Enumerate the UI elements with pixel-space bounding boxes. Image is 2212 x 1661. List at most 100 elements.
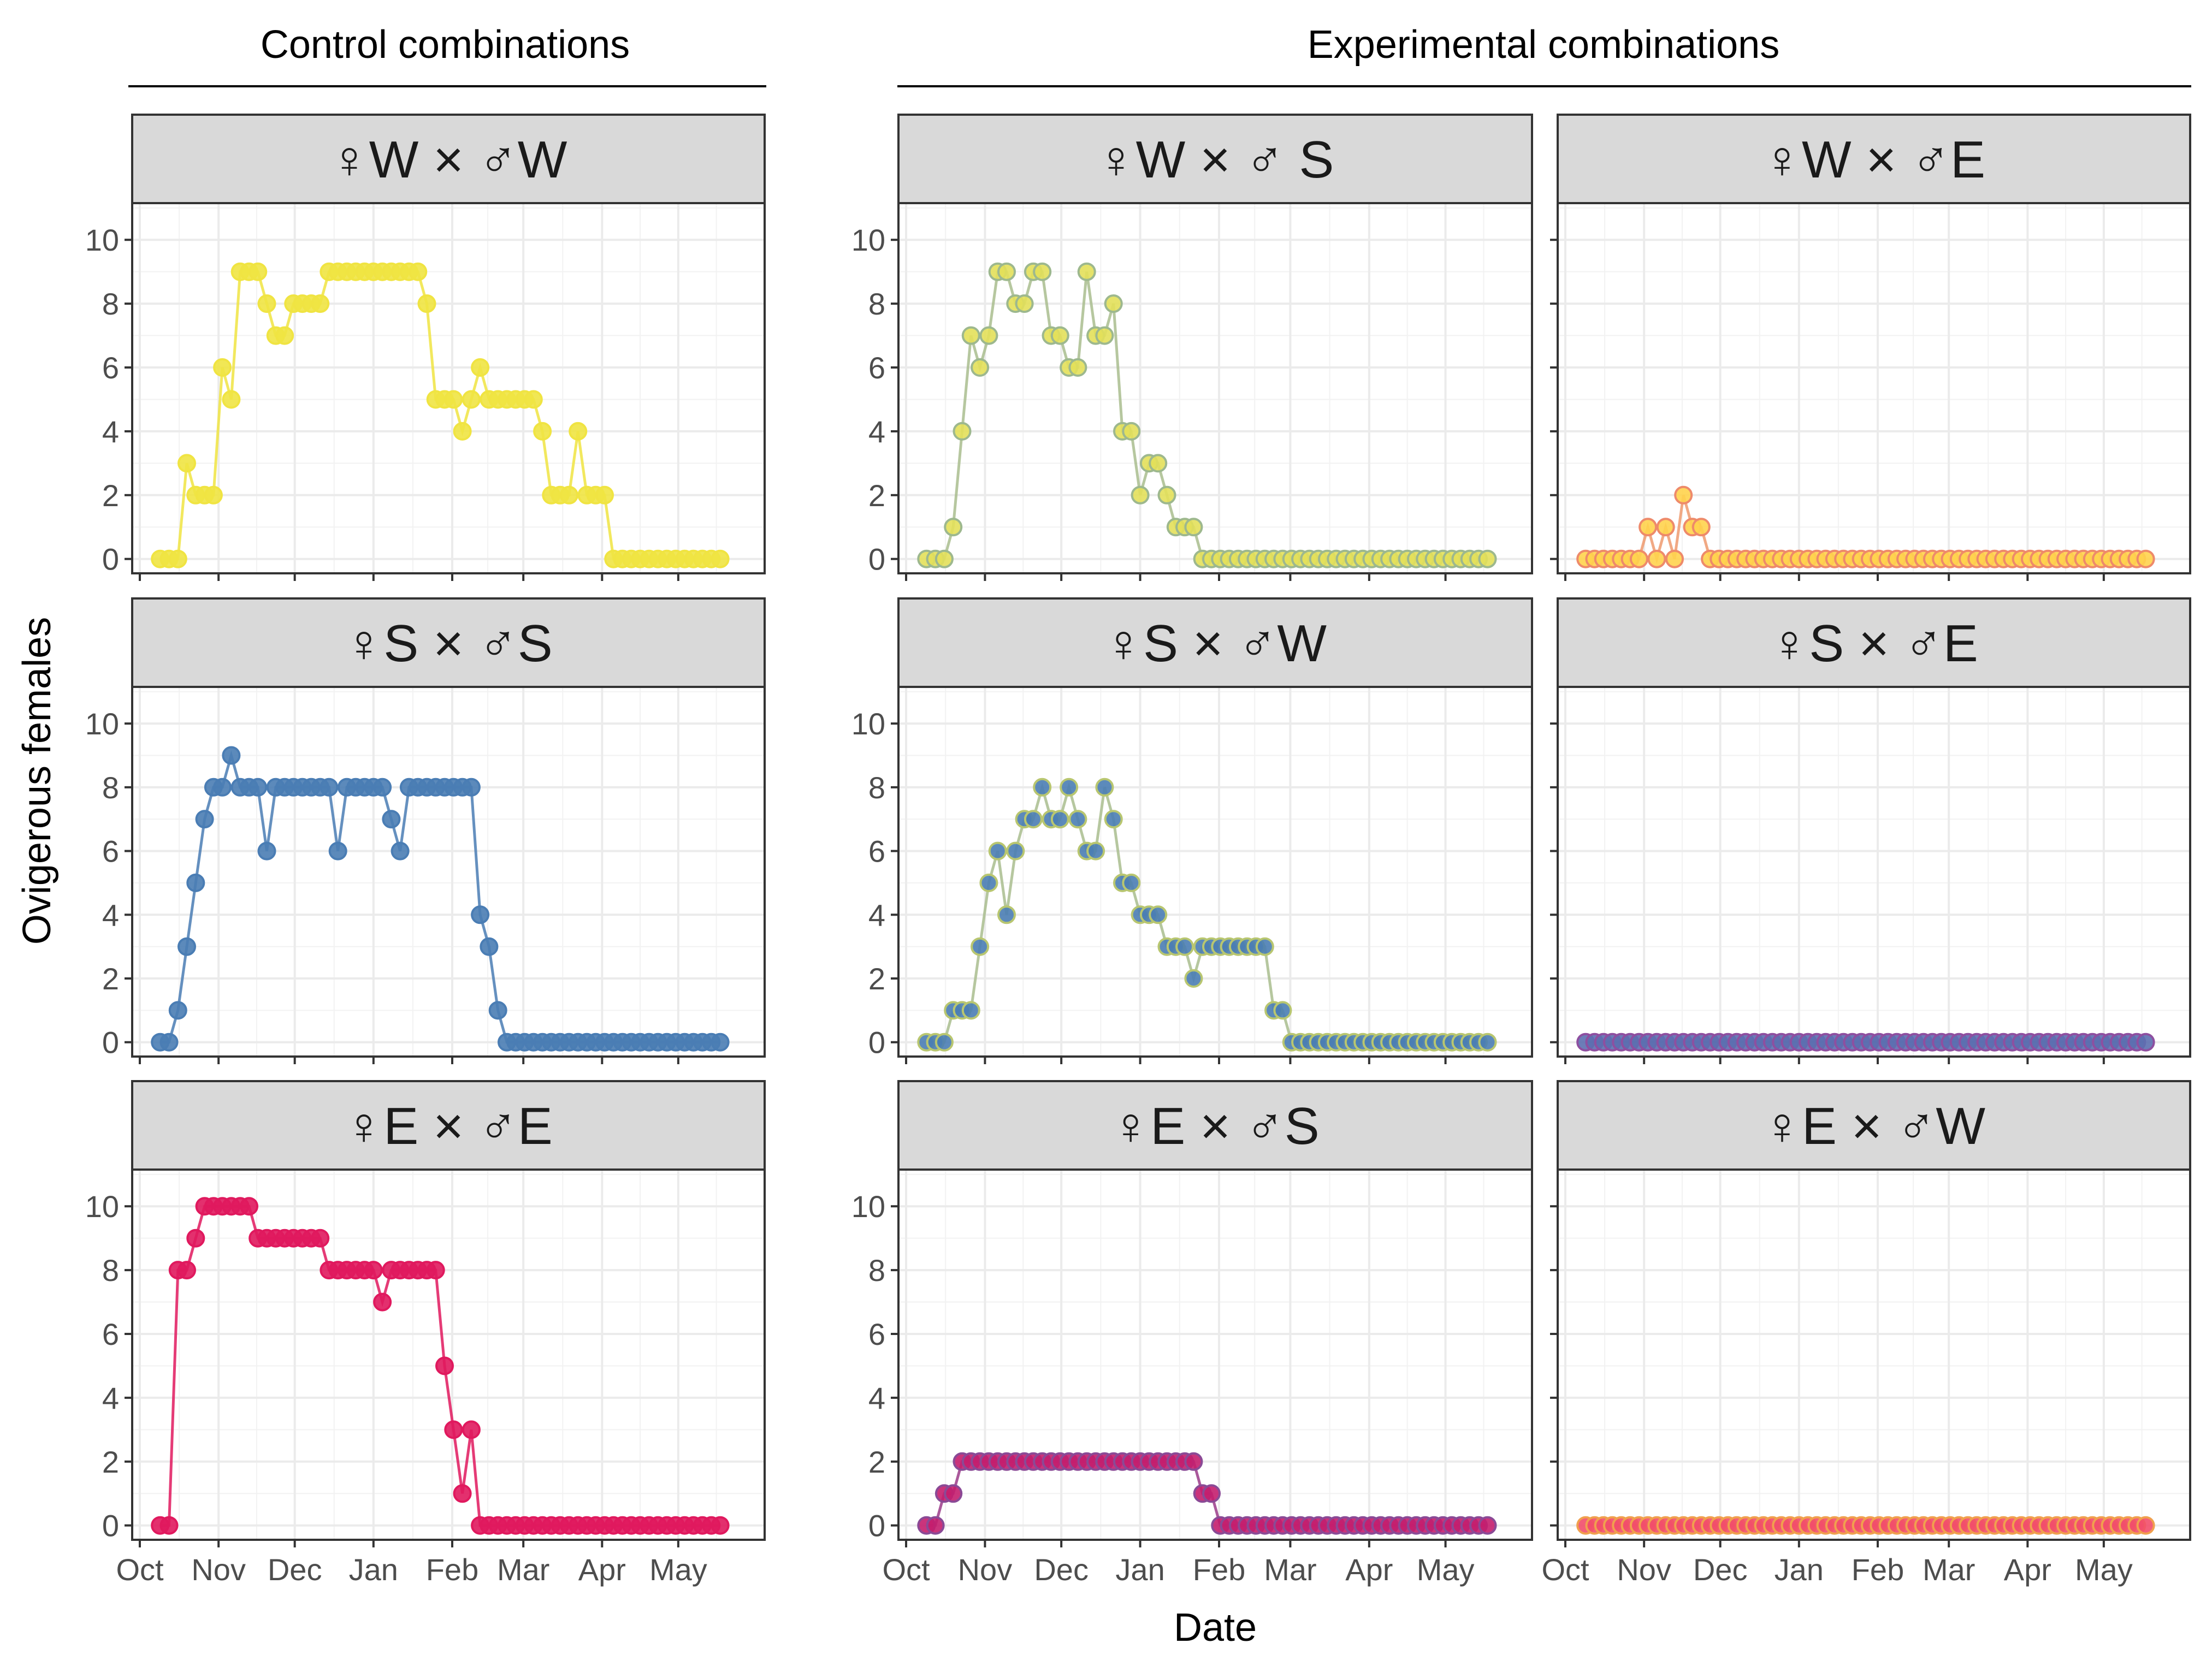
data-point [426, 1261, 445, 1280]
data-point [462, 390, 481, 409]
plot-background [132, 687, 765, 1057]
data-point [953, 422, 972, 441]
data-point [1068, 810, 1087, 829]
data-point [971, 937, 990, 956]
data-point [971, 358, 990, 377]
y-tick-label: 0 [102, 542, 119, 577]
data-point [364, 1261, 383, 1280]
data-point [257, 294, 276, 313]
data-point [1095, 326, 1114, 345]
data-point [1149, 454, 1168, 473]
data-point [391, 841, 410, 861]
y-tick-label: 2 [868, 478, 885, 513]
data-point [1629, 549, 1648, 568]
panel-strip-title: ♀S × ♂W [1104, 614, 1327, 673]
data-point [186, 1229, 205, 1248]
data-point [1068, 358, 1087, 377]
data-point [711, 1033, 730, 1052]
data-point [328, 841, 347, 861]
data-point [979, 873, 998, 892]
x-tick-label: Dec [1034, 1552, 1089, 1587]
data-point [1015, 294, 1034, 313]
panel-5: ♀S × ♂W 0 2 4 6 8 10 [851, 597, 1533, 1064]
y-tick-label: 6 [868, 834, 885, 869]
y-tick-label: 4 [868, 414, 885, 449]
data-point [569, 422, 588, 441]
panel-strip-title: ♀W × ♂ S [1097, 130, 1334, 189]
data-point [409, 262, 428, 281]
data-point [1086, 841, 1105, 861]
data-point [1104, 294, 1123, 313]
y-tick-label: 4 [102, 414, 119, 449]
y-tick-label: 10 [851, 1189, 885, 1224]
panel-strip-title: ♀E × ♂E [344, 1097, 552, 1155]
panel-border [897, 686, 1533, 1058]
x-tick-label: Apr [1345, 1552, 1393, 1587]
y-axis-title: Ovigerous females [15, 617, 59, 945]
x-tick-label: Feb [1193, 1552, 1246, 1587]
data-point [711, 549, 730, 568]
y-tick-label: 6 [102, 1317, 119, 1351]
x-tick-label: Feb [1852, 1552, 1905, 1587]
data-point [159, 1516, 179, 1535]
panel-border [1557, 1168, 2191, 1541]
panel-strip [1557, 114, 2191, 204]
data-point [453, 422, 472, 441]
data-point [1095, 778, 1114, 797]
data-point [1665, 549, 1684, 568]
data-point [204, 485, 223, 505]
data-point [1184, 969, 1203, 988]
y-tick-label: 0 [868, 1509, 885, 1543]
data-point [935, 549, 954, 568]
plot-background [898, 203, 1532, 573]
experimental-group-title: Experimental combinations [1308, 23, 1779, 67]
y-tick-label: 0 [102, 1509, 119, 1543]
data-point [471, 358, 490, 377]
data-point [462, 1420, 481, 1439]
data-point [471, 905, 490, 924]
panel-border [131, 202, 766, 574]
y-tick-label: 8 [102, 287, 119, 321]
panel-strip [897, 597, 1533, 688]
panel-strip-title: ♀W × ♂E [1762, 130, 1985, 189]
data-point [988, 841, 1007, 861]
x-tick-label: Jan [1775, 1552, 1824, 1587]
data-point [195, 810, 214, 829]
y-tick-label: 10 [85, 1189, 119, 1224]
y-tick-label: 4 [868, 1381, 885, 1415]
data-point [2136, 1516, 2155, 1535]
data-point [595, 485, 614, 505]
panel-strip [131, 114, 766, 204]
data-point [1255, 937, 1274, 956]
panel-strip [897, 1080, 1533, 1171]
data-point [444, 390, 463, 409]
data-point [1157, 485, 1176, 505]
data-point [178, 937, 196, 956]
data-point [944, 1484, 963, 1503]
data-point [311, 1229, 330, 1248]
panel-strip [897, 114, 1533, 204]
data-point [373, 778, 392, 797]
y-tick-label: 10 [85, 223, 119, 257]
data-point [373, 1292, 392, 1312]
data-point [559, 485, 578, 505]
panel-8: ♀E × ♂S 0 2 4 6 8 10 Oct Nov Dec Jan Feb Mar Apr May [851, 1080, 1533, 1587]
data-point [1184, 518, 1203, 537]
y-tick-label: 0 [868, 542, 885, 577]
x-tick-label: Apr [578, 1552, 626, 1587]
panel-border [897, 1168, 1533, 1541]
data-point [1674, 485, 1693, 505]
panel-border [897, 202, 1533, 574]
data-point [320, 778, 339, 797]
panel-strip-title: ♀S × ♂E [1770, 614, 1978, 673]
x-tick-label: Mar [1264, 1552, 1316, 1587]
data-point [480, 937, 499, 956]
x-tick-label: Apr [2004, 1552, 2051, 1587]
x-tick-label: Dec [268, 1552, 322, 1587]
panel-strip [1557, 597, 2191, 688]
panel-strip-title: ♀S × ♂S [344, 614, 552, 673]
x-axis-title: Date [1174, 1606, 1257, 1650]
y-tick-label: 2 [102, 478, 119, 513]
x-tick-label: May [649, 1552, 707, 1587]
data-point [1122, 422, 1141, 441]
